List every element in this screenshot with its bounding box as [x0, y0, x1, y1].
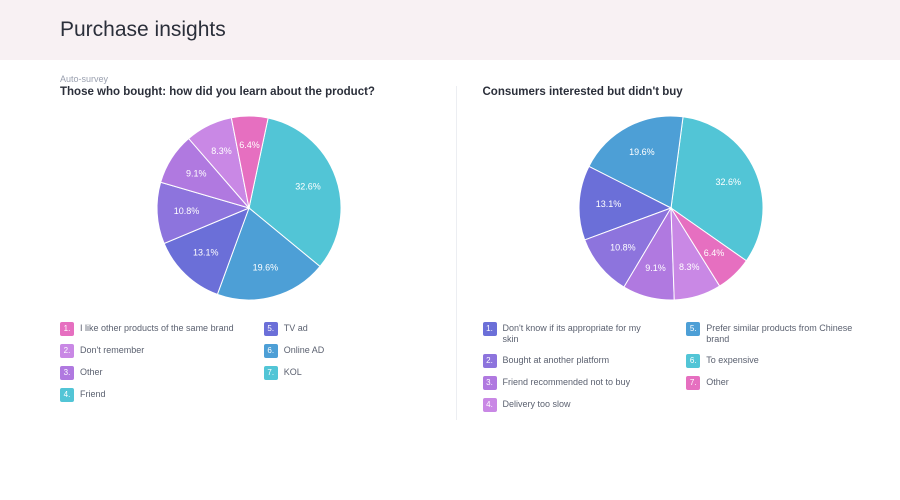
page-title: Purchase insights [60, 18, 900, 42]
legend-item: 4. Friend [60, 388, 234, 402]
legend-item: 4. Delivery too slow [483, 398, 657, 412]
slice-label: 8.3% [679, 262, 700, 272]
slice-label: 19.6% [252, 263, 278, 273]
legend-badge: 1. [483, 322, 497, 336]
legend-label: Delivery too slow [503, 398, 571, 410]
legend-badge: 4. [60, 388, 74, 402]
panels: Those who bought: how did you learn abou… [60, 86, 860, 420]
slice-label: 9.1% [645, 263, 666, 273]
slice-label: 9.1% [186, 169, 207, 179]
header-band: Purchase insights [0, 0, 900, 60]
pie-chart-interested: 32.6% 19.6% 13.1% 10.8% 9.1% 8.3% 6.4% [483, 108, 861, 308]
legend-badge: 4. [483, 398, 497, 412]
slice-label: 10.8% [610, 242, 636, 252]
legend-column: 1. I like other products of the same bran… [60, 322, 234, 410]
legend-label: Online AD [284, 344, 325, 356]
legend-badge: 5. [264, 322, 278, 336]
legend-badge: 1. [60, 322, 74, 336]
slice-label: 32.6% [716, 177, 742, 187]
legend-interested: 1. Don't know if its appropriate for my s… [483, 322, 861, 420]
legend-badge: 7. [686, 376, 700, 390]
legend-column: 5. TV ad 6. Online AD 7. KOL [264, 322, 438, 410]
pie-svg: 32.6% 19.6% 13.1% 10.8% 9.1% 8.3% 6.4% [571, 108, 771, 308]
slice-label: 6.4% [239, 140, 260, 150]
slice-label: 6.4% [704, 248, 725, 258]
panel-bought: Those who bought: how did you learn abou… [60, 86, 457, 420]
legend-badge: 6. [264, 344, 278, 358]
panel-title: Those who bought: how did you learn abou… [60, 86, 438, 98]
slice-label: 19.6% [629, 147, 655, 157]
panel-title: Consumers interested but didn't buy [483, 86, 861, 98]
slice-label: 10.8% [174, 206, 200, 216]
legend-badge: 2. [60, 344, 74, 358]
legend-item: 2. Don't remember [60, 344, 234, 358]
legend-label: Friend [80, 388, 106, 400]
legend-badge: 5. [686, 322, 700, 336]
legend-label: I like other products of the same brand [80, 322, 234, 334]
legend-item: 3. Friend recommended not to buy [483, 376, 657, 390]
legend-label: Friend recommended not to buy [503, 376, 631, 388]
legend-bought: 1. I like other products of the same bran… [60, 322, 438, 410]
legend-label: Don't remember [80, 344, 144, 356]
legend-label: Don't know if its appropriate for my ski… [503, 322, 657, 346]
legend-item: 7. Other [686, 376, 860, 390]
pie-svg: 32.6% 19.6% 13.1% 10.8% 9.1% 8.3% 6.4% [149, 108, 349, 308]
pie-chart-bought: 32.6% 19.6% 13.1% 10.8% 9.1% 8.3% 6.4% [60, 108, 438, 308]
slice-label: 13.1% [193, 248, 219, 258]
legend-badge: 7. [264, 366, 278, 380]
legend-badge: 3. [60, 366, 74, 380]
legend-item: 5. TV ad [264, 322, 438, 336]
legend-column: 1. Don't know if its appropriate for my s… [483, 322, 657, 420]
legend-label: Bought at another platform [503, 354, 610, 366]
content: Auto-survey Those who bought: how did yo… [0, 60, 900, 420]
legend-column: 5. Prefer similar products from Chinese b… [686, 322, 860, 420]
legend-item: 1. Don't know if its appropriate for my s… [483, 322, 657, 346]
slice-label: 8.3% [211, 146, 232, 156]
legend-item: 5. Prefer similar products from Chinese b… [686, 322, 860, 346]
legend-item: 2. Bought at another platform [483, 354, 657, 368]
legend-item: 1. I like other products of the same bran… [60, 322, 234, 336]
legend-item: 3. Other [60, 366, 234, 380]
slice-label: 13.1% [596, 199, 622, 209]
legend-item: 6. Online AD [264, 344, 438, 358]
slice-label: 32.6% [295, 182, 321, 192]
subtitle: Auto-survey [60, 74, 860, 84]
legend-label: Other [706, 376, 729, 388]
legend-label: TV ad [284, 322, 308, 334]
legend-label: To expensive [706, 354, 759, 366]
legend-badge: 6. [686, 354, 700, 368]
legend-label: KOL [284, 366, 302, 378]
legend-item: 6. To expensive [686, 354, 860, 368]
legend-label: Prefer similar products from Chinese bra… [706, 322, 860, 346]
panel-interested: Consumers interested but didn't buy 32.6… [465, 86, 861, 420]
legend-item: 7. KOL [264, 366, 438, 380]
legend-badge: 3. [483, 376, 497, 390]
legend-label: Other [80, 366, 103, 378]
legend-badge: 2. [483, 354, 497, 368]
